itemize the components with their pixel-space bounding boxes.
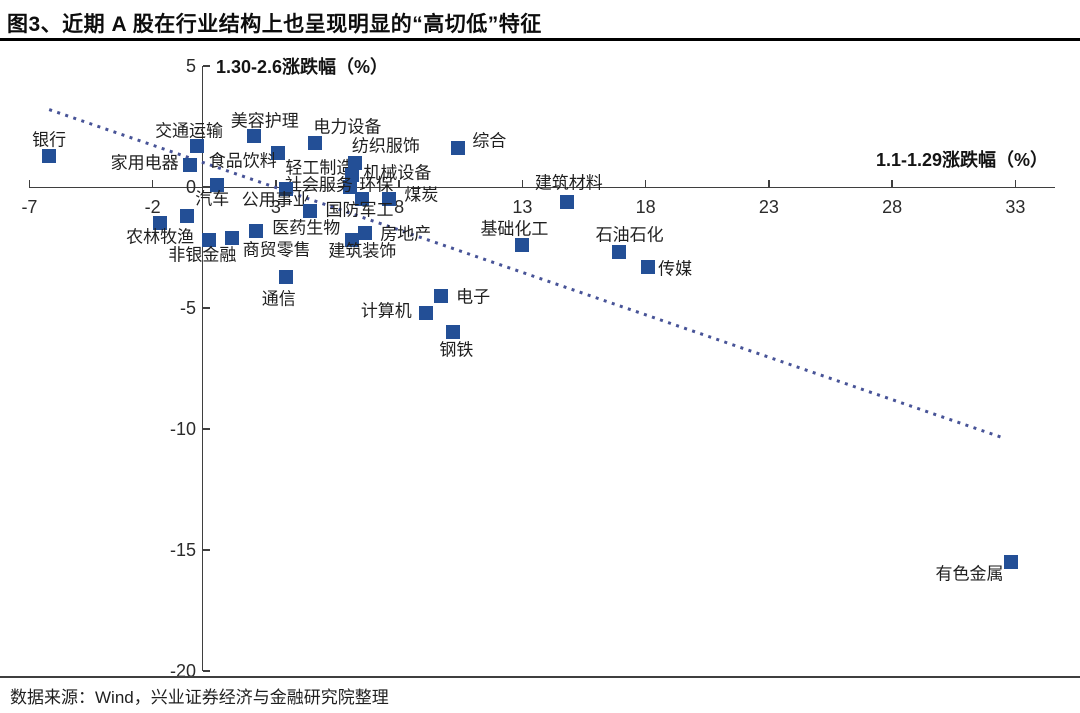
scatter-point — [249, 223, 264, 238]
y-tick — [203, 307, 210, 309]
scatter-point-label: 家用电器 — [110, 153, 179, 173]
scatter-point — [209, 177, 224, 192]
scatter-point — [182, 158, 197, 173]
scatter-point-label: 纺织服饰 — [351, 136, 420, 156]
scatter-point-label: 房地产 — [380, 224, 432, 244]
scatter-point-label: 煤炭 — [404, 185, 439, 205]
y-tick-label: -10 — [169, 419, 196, 439]
scatter-point-label: 电子 — [456, 287, 491, 307]
y-tick — [203, 428, 210, 430]
title-underline — [0, 38, 1080, 41]
scatter-point-label: 综合 — [472, 131, 507, 151]
scatter-point — [153, 216, 168, 231]
footer-divider — [0, 676, 1080, 678]
y-axis-line — [201, 66, 203, 671]
scatter-point-label: 国防军工 — [325, 200, 394, 220]
y-tick-label: -5 — [179, 298, 196, 318]
figure-title: 图3、近期 A 股在行业结构上也呈现明显的“高切低”特征 — [7, 13, 542, 36]
scatter-point — [246, 129, 261, 144]
scatter-point — [345, 167, 360, 182]
scatter-point-label: 农林牧渔 — [126, 227, 195, 247]
scatter-point-label: 食品饮料 — [208, 151, 277, 171]
x-tick — [644, 179, 647, 187]
scatter-point — [446, 325, 461, 340]
x-tick-label: 28 — [882, 197, 903, 217]
scatter-point — [42, 148, 57, 163]
scatter-point — [434, 288, 449, 303]
scatter-point-label: 机械设备 — [363, 163, 432, 183]
scatter-point — [202, 233, 217, 248]
y-tick — [203, 670, 210, 672]
y-axis-label: 1.30-2.6涨跌幅（%） — [216, 57, 389, 77]
x-tick — [891, 179, 893, 187]
scatter-point — [345, 233, 360, 248]
scatter-point-label: 社会服务 — [284, 175, 353, 195]
scatter-point — [357, 225, 372, 240]
scatter-point-label: 计算机 — [360, 301, 412, 321]
x-tick-label: 33 — [1005, 197, 1026, 217]
scatter-point-label: 非银金融 — [168, 245, 237, 265]
scatter-point — [1003, 555, 1018, 570]
x-tick — [1014, 179, 1017, 187]
scatter-point — [641, 259, 656, 274]
scatter-point — [278, 269, 293, 284]
x-tick — [275, 179, 277, 187]
scatter-point-label: 通信 — [261, 289, 296, 309]
scatter-point — [342, 180, 357, 194]
scatter-point-label: 钢铁 — [439, 340, 474, 360]
x-tick-label: -7 — [21, 197, 38, 217]
scatter-point — [559, 194, 574, 209]
scatter-point-label: 轻工制造 — [285, 158, 354, 178]
x-tick-label: 23 — [758, 197, 779, 217]
x-tick — [28, 179, 31, 187]
x-tick-label: 13 — [512, 197, 533, 217]
scatter-point-label: 基础化工 — [480, 219, 549, 239]
y-tick — [203, 549, 210, 551]
scatter-point — [382, 192, 397, 207]
x-tick-label: -2 — [144, 197, 161, 217]
scatter-point-label: 建筑材料 — [534, 173, 603, 193]
scatter-point-label: 石油石化 — [595, 225, 664, 245]
scatter-point — [451, 141, 466, 156]
scatter-point-label: 美容护理 — [230, 111, 299, 131]
scatter-point-label: 汽车 — [195, 189, 230, 209]
scatter-point-label: 医药生物 — [272, 218, 341, 238]
scatter-point — [271, 146, 286, 161]
x-tick — [768, 179, 770, 187]
scatter-point — [611, 245, 626, 260]
scatter-point-label: 建筑装饰 — [328, 241, 397, 261]
scatter-point — [419, 305, 434, 320]
scatter-point — [355, 192, 370, 207]
scatter-point — [190, 138, 205, 153]
y-tick-label: -20 — [169, 661, 196, 681]
scatter-point-label: 商贸零售 — [242, 240, 311, 260]
y-tick-label: -15 — [169, 540, 196, 560]
scatter-point — [180, 209, 195, 224]
y-tick-label: 0 — [185, 177, 196, 197]
scatter-point-label: 电力设备 — [313, 117, 382, 137]
scatter-point — [224, 230, 239, 245]
x-tick — [521, 179, 524, 187]
scatter-point-label: 交通运输 — [155, 121, 224, 141]
scatter-point-label: 银行 — [32, 130, 67, 150]
y-tick — [203, 65, 210, 67]
scatter-point-label: 公用事业 — [241, 190, 310, 210]
scatter-point-label: 环保 — [359, 175, 394, 195]
x-tick-label: 18 — [635, 197, 656, 217]
scatter-point — [515, 238, 530, 253]
scatter-point-label: 传媒 — [658, 259, 693, 279]
data-source: 数据来源：Wind，兴业证券经济与金融研究院整理 — [10, 688, 389, 707]
x-axis-label: 1.1-1.29涨跌幅（%） — [875, 150, 1048, 170]
scatter-point — [308, 136, 323, 151]
scatter-point — [303, 204, 318, 219]
scatter-point — [278, 182, 293, 197]
y-tick-label: 5 — [185, 56, 196, 76]
scatter-point — [347, 155, 362, 170]
scatter-point-label: 有色金属 — [935, 564, 1004, 584]
